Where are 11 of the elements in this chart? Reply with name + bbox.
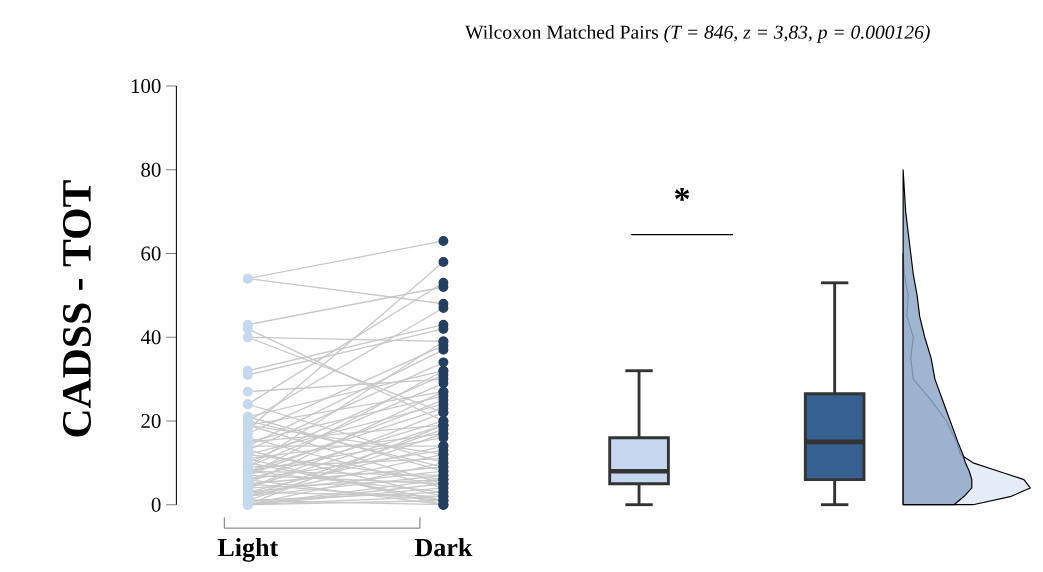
- x-tick-label: Light: [217, 537, 279, 562]
- y-tick-label: 100: [131, 78, 161, 94]
- x-tick-label: Dark: [414, 537, 473, 557]
- y-tick-label: 40: [140, 330, 161, 345]
- y-tick-label: 60: [141, 246, 161, 261]
- y-tick-label: 20: [141, 413, 161, 428]
- chart-title: Wilcoxon Matched Pairs (T = 846, z = 3,83, p = 0.000126): [465, 24, 930, 43]
- y-tick-label: 80: [141, 162, 161, 177]
- y-tick-label: 0: [151, 497, 161, 512]
- y-axis-title: CADSS - TOT: [62, 180, 91, 437]
- annotation: *: [675, 187, 690, 201]
